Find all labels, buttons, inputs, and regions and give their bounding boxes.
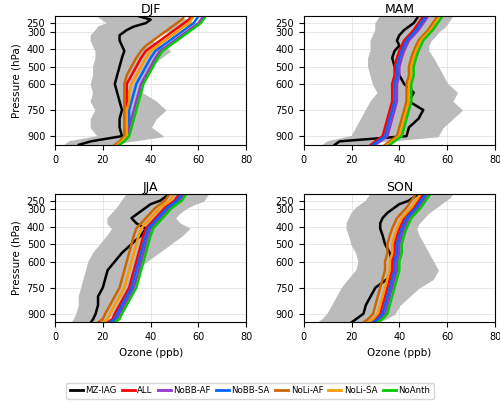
- Y-axis label: Pressure (hPa): Pressure (hPa): [11, 221, 21, 295]
- X-axis label: Ozone (ppb): Ozone (ppb): [367, 348, 432, 358]
- Y-axis label: Pressure (hPa): Pressure (hPa): [11, 43, 21, 118]
- X-axis label: Ozone (ppb): Ozone (ppb): [118, 348, 183, 358]
- Title: JJA: JJA: [143, 181, 158, 194]
- Title: SON: SON: [386, 181, 413, 194]
- Title: DJF: DJF: [140, 3, 161, 16]
- Legend: MZ-IAG, ALL, NoBB-AF, NoBB-SA, NoLi-AF, NoLi-SA, NoAnth: MZ-IAG, ALL, NoBB-AF, NoBB-SA, NoLi-AF, …: [66, 383, 434, 399]
- Title: MAM: MAM: [384, 3, 414, 16]
